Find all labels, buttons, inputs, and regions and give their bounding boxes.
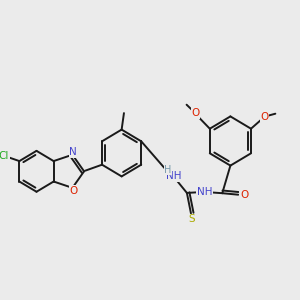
- Text: O: O: [191, 108, 200, 118]
- Text: H: H: [164, 165, 172, 175]
- Text: N: N: [69, 147, 77, 158]
- Text: NH: NH: [196, 187, 212, 197]
- Text: O: O: [240, 190, 248, 200]
- Text: O: O: [260, 112, 269, 122]
- Text: NH: NH: [166, 171, 182, 182]
- Text: Cl: Cl: [0, 151, 9, 161]
- Text: S: S: [188, 214, 195, 224]
- Text: O: O: [70, 186, 78, 196]
